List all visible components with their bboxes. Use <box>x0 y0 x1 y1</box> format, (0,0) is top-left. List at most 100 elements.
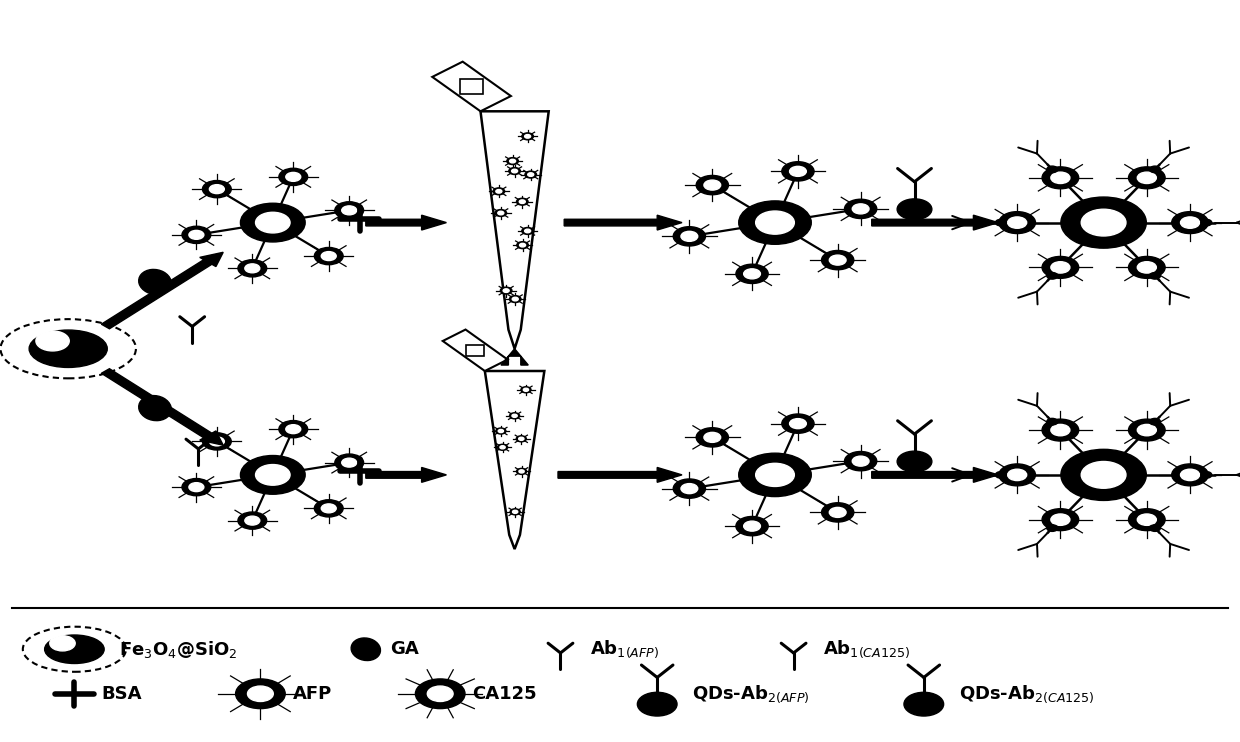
Circle shape <box>1050 262 1070 273</box>
Circle shape <box>241 203 305 242</box>
Circle shape <box>510 509 521 515</box>
Circle shape <box>1180 217 1199 229</box>
Circle shape <box>1047 272 1058 279</box>
FancyArrow shape <box>872 467 998 482</box>
FancyArrow shape <box>501 349 528 365</box>
Text: BSA: BSA <box>102 685 143 703</box>
Polygon shape <box>480 111 549 349</box>
Circle shape <box>342 206 357 215</box>
Circle shape <box>285 424 301 433</box>
FancyBboxPatch shape <box>466 345 484 355</box>
Circle shape <box>244 264 260 273</box>
Circle shape <box>782 162 815 181</box>
Circle shape <box>236 679 285 709</box>
FancyBboxPatch shape <box>460 79 484 93</box>
Ellipse shape <box>45 635 104 663</box>
Circle shape <box>255 212 290 233</box>
Circle shape <box>996 220 1007 226</box>
Circle shape <box>510 295 521 303</box>
Circle shape <box>496 189 502 193</box>
Circle shape <box>512 414 517 417</box>
Circle shape <box>1128 419 1166 441</box>
Circle shape <box>755 211 795 234</box>
Circle shape <box>428 686 453 701</box>
Circle shape <box>790 418 806 429</box>
Circle shape <box>1047 525 1058 531</box>
Circle shape <box>279 421 308 438</box>
Circle shape <box>696 175 728 194</box>
Text: QDs-Ab$_{2(AFP)}$: QDs-Ab$_{2(AFP)}$ <box>692 683 810 705</box>
Circle shape <box>1128 257 1166 278</box>
Circle shape <box>335 202 363 219</box>
Circle shape <box>673 227 706 246</box>
Circle shape <box>822 503 854 522</box>
Circle shape <box>202 433 231 450</box>
Circle shape <box>852 204 869 214</box>
Circle shape <box>521 387 531 393</box>
Circle shape <box>500 446 505 449</box>
Circle shape <box>1050 424 1070 436</box>
Circle shape <box>1137 172 1157 183</box>
Circle shape <box>517 242 528 249</box>
Circle shape <box>1081 209 1126 236</box>
Text: QDs-Ab$_{2(CA125)}$: QDs-Ab$_{2(CA125)}$ <box>959 683 1094 705</box>
Circle shape <box>782 414 815 433</box>
Circle shape <box>735 264 768 283</box>
Circle shape <box>852 456 869 466</box>
Circle shape <box>528 173 533 177</box>
Circle shape <box>1149 418 1161 425</box>
Circle shape <box>1172 464 1208 486</box>
Circle shape <box>497 211 503 215</box>
Circle shape <box>525 229 531 233</box>
Circle shape <box>1050 514 1070 525</box>
Circle shape <box>673 479 706 499</box>
Ellipse shape <box>139 269 171 295</box>
FancyArrow shape <box>366 215 446 230</box>
Circle shape <box>188 230 203 240</box>
Circle shape <box>495 209 507 217</box>
Circle shape <box>1128 167 1166 188</box>
Circle shape <box>1042 509 1079 531</box>
Polygon shape <box>433 62 511 111</box>
Circle shape <box>904 692 944 716</box>
Circle shape <box>996 472 1007 478</box>
Circle shape <box>512 298 518 301</box>
Circle shape <box>1137 514 1157 525</box>
Circle shape <box>1128 509 1166 531</box>
Text: Ab$_{1(CA125)}$: Ab$_{1(CA125)}$ <box>823 638 910 660</box>
Circle shape <box>510 413 520 418</box>
Circle shape <box>496 428 506 434</box>
Circle shape <box>210 437 224 446</box>
Circle shape <box>241 456 305 494</box>
Circle shape <box>494 188 505 195</box>
Circle shape <box>36 331 69 351</box>
Circle shape <box>739 201 811 244</box>
Circle shape <box>1061 197 1146 248</box>
Circle shape <box>744 521 760 531</box>
Circle shape <box>188 482 203 492</box>
Circle shape <box>1180 469 1199 481</box>
Circle shape <box>517 198 528 205</box>
Circle shape <box>637 692 677 716</box>
Circle shape <box>315 248 343 265</box>
Circle shape <box>497 444 507 450</box>
Circle shape <box>1047 166 1058 173</box>
Circle shape <box>342 458 357 467</box>
FancyArrow shape <box>102 369 223 445</box>
Circle shape <box>182 479 211 496</box>
Circle shape <box>518 437 525 440</box>
Circle shape <box>739 453 811 496</box>
Circle shape <box>830 255 846 265</box>
Circle shape <box>1042 419 1079 441</box>
Circle shape <box>498 430 503 433</box>
Circle shape <box>248 686 273 701</box>
Circle shape <box>1200 472 1211 478</box>
Circle shape <box>279 168 308 186</box>
Circle shape <box>321 252 336 260</box>
Circle shape <box>321 504 336 513</box>
Polygon shape <box>443 329 507 371</box>
Circle shape <box>844 451 877 470</box>
Circle shape <box>285 172 301 181</box>
Circle shape <box>50 636 76 651</box>
Circle shape <box>525 171 537 178</box>
